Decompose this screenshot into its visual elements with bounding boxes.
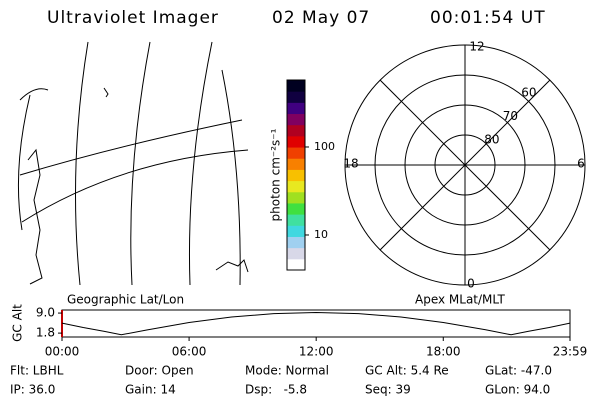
status-field: Dsp: -5.8 <box>245 383 307 397</box>
colorbar-swatch <box>287 191 305 204</box>
x-tick-label: 12:00 <box>299 345 334 359</box>
polar-ring-label: 70 <box>503 109 518 123</box>
mlt-label: 6 <box>577 157 585 171</box>
colorbar-swatch <box>287 214 305 226</box>
polar-ring <box>434 134 496 196</box>
colorbar-swatch <box>287 158 305 170</box>
colorbar-swatch <box>287 225 305 237</box>
mlt-label: 18 <box>343 157 358 171</box>
colorbar-tick-label: 100 <box>314 140 335 153</box>
colorbar-swatch <box>287 247 305 260</box>
x-tick-label: 23:59 <box>553 345 588 359</box>
status-field: Mode: Normal <box>245 364 329 378</box>
status-field: IP: 36.0 <box>10 383 55 397</box>
mlt-label: 0 <box>467 277 475 291</box>
x-tick-label: 06:00 <box>172 345 207 359</box>
colorbar-frame <box>286 79 306 271</box>
colorbar-swatch <box>287 202 305 215</box>
colorbar-swatch <box>287 102 305 115</box>
x-tick-label: 18:00 <box>426 345 461 359</box>
colorbar-swatch <box>287 135 305 148</box>
colorbar-swatch <box>287 180 305 193</box>
colorbar-swatch <box>287 124 305 137</box>
polar-ring <box>374 74 556 256</box>
y-tick-label: 1.8 <box>36 326 55 340</box>
colorbar-swatch <box>287 91 305 103</box>
geo-label: Geographic Lat/Lon <box>67 293 184 307</box>
status-field: GLat: -47.0 <box>485 364 552 378</box>
colorbar-swatch <box>287 113 305 126</box>
colorbar-swatch <box>287 147 305 159</box>
gc-alt-line <box>61 311 571 336</box>
mlt-label: 12 <box>469 40 484 54</box>
y-tick-label: 9.0 <box>36 306 55 320</box>
colorbar-tick-label: 10 <box>314 228 328 241</box>
time: 00:01:54 UT <box>430 8 546 28</box>
status-field: GC Alt: 5.4 Re <box>365 364 449 378</box>
status-field: Door: Open <box>125 364 194 378</box>
gc-alt-frame <box>61 309 571 338</box>
date: 02 May 07 <box>272 8 370 28</box>
status-field: Flt: LBHL <box>10 364 64 378</box>
polar-ring-label: 60 <box>521 85 536 99</box>
status-field: Gain: 14 <box>125 383 176 397</box>
polar-ring-label: 80 <box>484 133 499 147</box>
polar-ring <box>404 104 526 226</box>
colorbar-swatch <box>287 258 305 271</box>
geo-map <box>17 41 249 286</box>
colorbar-label: photon cm⁻²s⁻¹ <box>269 128 283 221</box>
x-tick-label: 00:00 <box>45 345 80 359</box>
colorbar-swatch <box>287 169 305 182</box>
y-axis-label: GC Alt <box>11 304 25 342</box>
colorbar-swatch <box>287 236 305 249</box>
status-field: Seq: 39 <box>365 383 411 397</box>
status-field: GLon: 94.0 <box>485 383 550 397</box>
polar-label: Apex MLat/MLT <box>415 293 505 307</box>
title: Ultraviolet Imager <box>47 8 219 28</box>
polar-spoke <box>379 79 551 251</box>
colorbar-swatch <box>287 80 305 92</box>
